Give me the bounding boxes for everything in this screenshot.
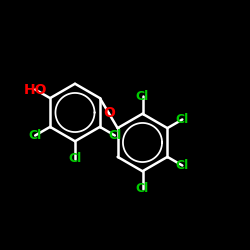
Text: Cl: Cl xyxy=(176,159,189,172)
Text: Cl: Cl xyxy=(108,129,122,142)
Text: Cl: Cl xyxy=(136,182,149,195)
Text: Cl: Cl xyxy=(68,152,82,165)
Text: Cl: Cl xyxy=(28,129,42,142)
Text: Cl: Cl xyxy=(136,90,149,103)
Text: Cl: Cl xyxy=(176,113,189,126)
Text: O: O xyxy=(103,106,115,120)
Text: HO: HO xyxy=(24,82,47,96)
